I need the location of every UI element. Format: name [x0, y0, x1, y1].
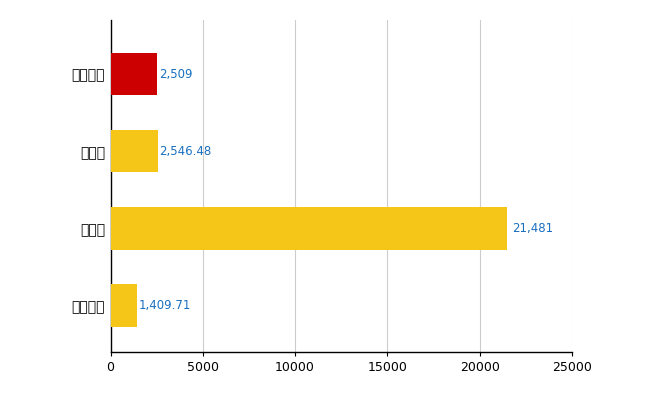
Bar [111, 53, 157, 95]
Bar [111, 207, 507, 250]
Text: 2,509: 2,509 [159, 68, 192, 80]
Text: 2,546.48: 2,546.48 [159, 145, 212, 158]
Text: 21,481: 21,481 [512, 222, 554, 235]
Text: 1,409.71: 1,409.71 [138, 299, 190, 312]
Bar [111, 130, 157, 172]
Bar [111, 284, 136, 327]
